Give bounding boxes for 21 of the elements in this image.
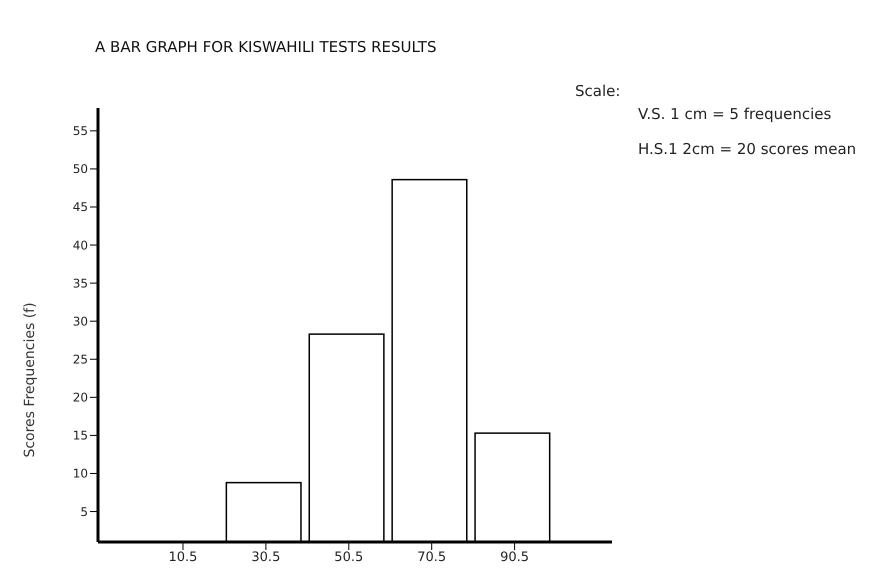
chart-title: A BAR GRAPH FOR KISWAHILI TESTS RESULTS <box>95 38 436 56</box>
y-tick-label: 50 <box>72 162 88 176</box>
text: V.S. 1 cm = 5 frequencies <box>638 105 832 123</box>
y-axis-title: Scores Frequencies (f) <box>22 302 38 458</box>
x-tick-label: 70.5 <box>417 550 446 566</box>
y-tick-label: 25 <box>72 352 88 367</box>
x-tick-label: 90.5 <box>500 550 530 566</box>
y-tick-label: 30 <box>72 314 88 328</box>
y-tick-label: 35 <box>72 276 88 290</box>
y-tick-label: 45 <box>72 200 88 214</box>
y-tick-label: 55 <box>72 124 88 138</box>
y-tick-label: 20 <box>72 390 88 405</box>
y-tick-label: 15 <box>72 428 88 443</box>
y-tick-label: 10 <box>72 466 88 481</box>
x-tick-label: 50.5 <box>334 550 364 566</box>
text: Scale: <box>575 82 620 100</box>
x-tick-label: 30.5 <box>251 550 280 566</box>
text: H.S.1 2cm = 20 scores mean <box>638 140 856 158</box>
x-tick-label: 10.5 <box>168 550 198 566</box>
y-tick-label: 40 <box>72 238 88 252</box>
y-tick-label: 5 <box>80 504 88 519</box>
